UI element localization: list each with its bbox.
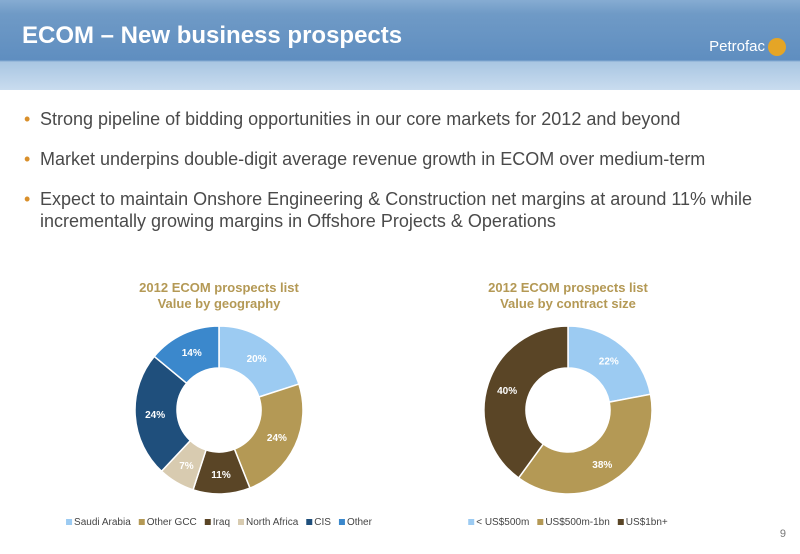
bullet-list: Strong pipeline of bidding opportunities…: [22, 108, 782, 250]
legend: Saudi Arabia Other GCC Iraq North Africa CIS…: [66, 517, 373, 528]
legend-label: < US$500m: [476, 517, 529, 528]
logo: Petrofac: [709, 38, 786, 57]
value-label: 24%: [145, 410, 165, 421]
slide-title: ECOM – New business prospects: [22, 22, 403, 49]
logo-text: Petrofac: [709, 38, 765, 55]
donut-segment: [153, 325, 220, 385]
value-label: 24%: [267, 433, 287, 444]
page-number: 9: [779, 528, 786, 540]
donut-segment: [134, 355, 192, 473]
legend-swatch: [306, 519, 313, 525]
legend: < US$500m US$500m-1bn US$1bn+: [468, 517, 668, 528]
donut-segment: [567, 325, 652, 404]
legend-label: Other GCC: [147, 517, 197, 528]
legend-label: US$1bn+: [626, 517, 668, 528]
header-band: [0, 0, 800, 90]
chart-subtitle: Value by contract size: [500, 296, 636, 311]
chart-subtitle: Value by geography: [158, 296, 282, 311]
value-label: 11%: [211, 470, 231, 481]
legend-swatch: [537, 519, 544, 525]
donut-segment: [483, 325, 569, 480]
bullet: Market underpins double-digit average re…: [22, 148, 782, 170]
logo-icon: [768, 38, 786, 57]
chart-title: 2012 ECOM prospects list: [139, 280, 299, 295]
legend-label: Iraq: [213, 517, 230, 528]
legend-label: North Africa: [246, 517, 299, 528]
legend-swatch: [138, 519, 145, 525]
bullet: Strong pipeline of bidding opportunities…: [22, 108, 782, 130]
legend-swatch: [338, 519, 345, 525]
legend-swatch: [617, 519, 624, 525]
value-label: 20%: [247, 354, 267, 365]
legend-swatch: [468, 519, 475, 525]
legend-label: US$500m-1bn: [545, 517, 609, 528]
legend-swatch: [204, 519, 211, 525]
value-label: 7%: [179, 461, 194, 472]
legend-label: Saudi Arabia: [74, 517, 131, 528]
value-label: 40%: [497, 386, 517, 397]
value-label: 22%: [599, 357, 619, 368]
donut-segment: [517, 393, 653, 495]
bullet: Expect to maintain Onshore Engineering &…: [22, 188, 782, 232]
legend-label: CIS: [314, 517, 331, 528]
value-label: 38%: [592, 460, 612, 471]
donut-segment: [233, 383, 304, 490]
value-label: 14%: [182, 348, 202, 359]
legend-label: Other: [347, 517, 373, 528]
legend-swatch: [238, 519, 245, 525]
chart-title: 2012 ECOM prospects list: [488, 280, 648, 295]
legend-swatch: [66, 519, 73, 525]
